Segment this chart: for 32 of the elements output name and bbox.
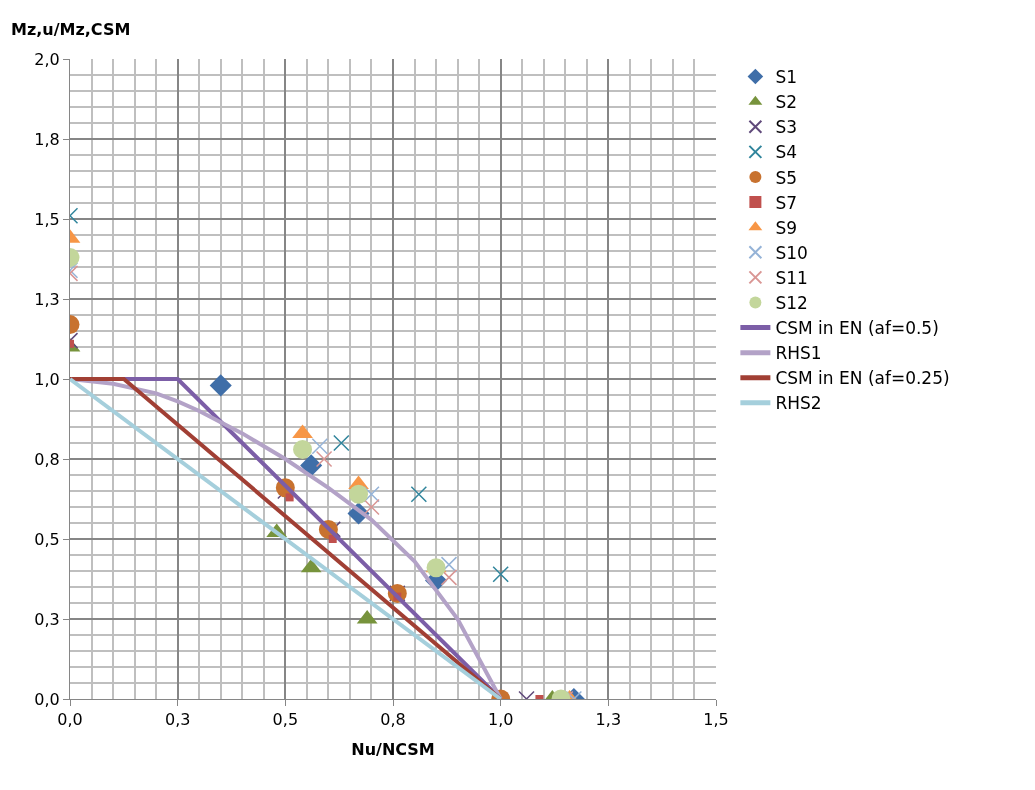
y-tick-label: 0,5 <box>34 529 60 549</box>
y-tick-label: 1,8 <box>34 129 60 149</box>
legend-label: S7 <box>775 192 797 213</box>
legend-label: S5 <box>775 167 797 188</box>
legend-label: S1 <box>775 67 797 88</box>
legend-label: S4 <box>775 142 797 163</box>
x-axis-title: Nu/NCSM <box>351 739 435 759</box>
legend-label: CSM in EN (af=0.25) <box>775 368 950 389</box>
legend-label: S10 <box>775 242 808 263</box>
y-axis-title: Mz,u/Mz,CSM <box>11 20 131 39</box>
y-tick-label: 1,0 <box>34 369 60 389</box>
y-tick-label: 0,0 <box>34 689 60 709</box>
y-tick-label: 0,8 <box>34 449 60 469</box>
x-tick-label: 0,5 <box>272 710 299 730</box>
y-tick-label: 0,3 <box>34 609 60 629</box>
legend-label: RHS2 <box>775 393 822 414</box>
legend-label: S9 <box>775 217 797 238</box>
x-tick-label: 0,0 <box>57 710 83 730</box>
legend-label: RHS1 <box>775 343 822 364</box>
legend-label: S2 <box>775 92 797 113</box>
y-tick-label: 1,5 <box>34 209 60 229</box>
x-tick-label: 1,5 <box>703 710 729 730</box>
x-tick-label: 0,8 <box>380 710 406 730</box>
legend-label: S3 <box>775 117 797 138</box>
legend-label: CSM in EN (af=0.5) <box>775 318 939 339</box>
x-tick-label: 1,3 <box>595 710 622 730</box>
x-tick-label: 1,0 <box>487 710 514 730</box>
x-tick-label: 0,3 <box>164 710 191 730</box>
y-tick-label: 1,3 <box>34 289 60 309</box>
legend-label: S12 <box>775 293 808 314</box>
legend-label: S11 <box>775 267 808 288</box>
y-tick-label: 2,0 <box>34 49 60 69</box>
